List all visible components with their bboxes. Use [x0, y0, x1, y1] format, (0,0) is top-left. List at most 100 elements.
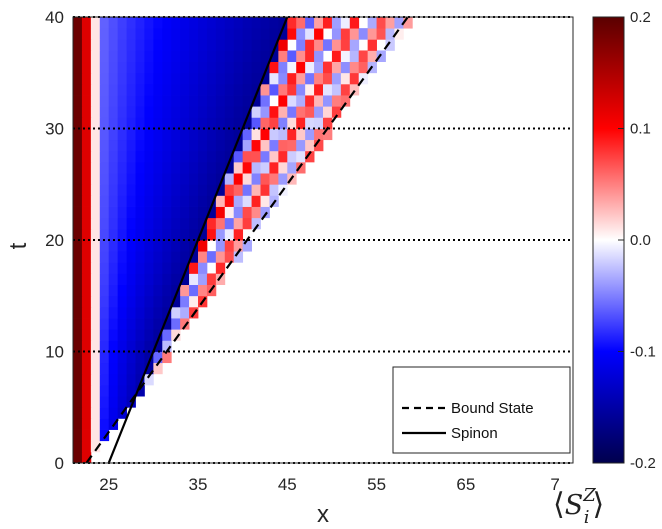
front-lines: [85, 16, 409, 464]
heatmap-cell: [224, 72, 235, 85]
heatmap-cell: [144, 117, 154, 129]
heatmap-cell: [108, 61, 119, 74]
heatmap-cell: [108, 39, 119, 51]
heatmap-cell: [171, 139, 181, 152]
heatmap-cell: [81, 440, 92, 453]
heatmap-cell: [189, 184, 199, 196]
heatmap-cell: [162, 262, 172, 274]
heatmap-cell: [99, 340, 110, 352]
heatmap-cell: [90, 429, 101, 442]
heatmap-cell: [215, 72, 226, 85]
heatmap-cell: [153, 39, 163, 51]
heatmap-cell: [189, 83, 199, 96]
heatmap-cell: [117, 373, 127, 386]
heatmap-cell: [126, 95, 136, 107]
heatmap-cell: [189, 217, 199, 230]
heatmap-cell: [73, 373, 83, 386]
y-tick-label: 30: [45, 120, 64, 139]
heatmap-cell: [251, 217, 261, 230]
heatmap-cell: [90, 262, 101, 274]
heatmap-cell: [162, 206, 172, 219]
heatmap-cell: [198, 240, 208, 252]
heatmap-cell: [269, 72, 279, 85]
heatmap-cell: [108, 351, 119, 364]
heatmap-cell: [162, 295, 172, 308]
heatmap-cell: [135, 351, 145, 364]
y-tick-labels: 0 10 20 30 40: [45, 8, 64, 473]
heatmap-cell: [331, 28, 342, 40]
heatmap-cell: [81, 195, 92, 207]
heatmap-cell: [215, 95, 226, 107]
heatmap-cell: [215, 273, 226, 285]
heatmap-cell: [135, 72, 145, 85]
heatmap-cell: [224, 95, 235, 107]
legend-bound-state-label: Bound State: [451, 400, 534, 417]
heatmap-cell: [215, 228, 226, 241]
heatmap-cell: [233, 128, 244, 141]
heatmap-cell: [180, 318, 190, 330]
heatmap-cell: [162, 28, 172, 40]
heatmap-cell: [287, 61, 297, 74]
y-axis-label: t: [5, 242, 32, 249]
heatmap-cell: [126, 351, 136, 364]
heatmap-cell: [278, 72, 288, 85]
heatmap-cell: [135, 39, 145, 51]
heatmap-cell: [367, 17, 377, 29]
heatmap-cell: [305, 95, 315, 107]
heatmap-cell: [162, 161, 172, 174]
heatmap-cell: [296, 83, 306, 96]
heatmap-cell: [171, 161, 181, 174]
heatmap-cell: [73, 228, 83, 241]
heatmap-cell: [117, 184, 127, 196]
heatmap-cell: [242, 195, 252, 207]
heatmap-cell: [144, 340, 154, 352]
heatmap-cell: [171, 128, 181, 141]
heatmap-cell: [171, 329, 181, 341]
heatmap-cell: [153, 72, 163, 85]
heatmap-cell: [233, 95, 244, 107]
heatmap-cell: [99, 50, 110, 62]
heatmap-cell: [242, 206, 252, 219]
heatmap-cell: [367, 39, 377, 51]
heatmap-cell: [215, 61, 226, 74]
heatmap-cell: [314, 117, 324, 129]
heatmap-cell: [126, 173, 136, 185]
heatmap-cell: [126, 251, 136, 263]
heatmap-cell: [90, 295, 101, 308]
heatmap-cell: [224, 28, 235, 40]
colorbar-tick-label: 0.0: [630, 232, 651, 249]
heatmap-cell: [198, 83, 208, 96]
heatmap-cell: [117, 28, 127, 40]
heatmap-cell: [198, 117, 208, 129]
colorbar-gradient: [592, 16, 625, 464]
heatmap-cell: [99, 39, 110, 51]
heatmap-cell: [287, 161, 297, 174]
heatmap-cell: [81, 28, 92, 40]
heatmap-cell: [323, 128, 333, 141]
heatmap-cell: [403, 17, 413, 29]
heatmap-cell: [117, 217, 127, 230]
heatmap-cell: [99, 195, 110, 207]
heatmap-cell: [117, 17, 127, 29]
heatmap-cell: [349, 83, 360, 96]
heatmap-cell: [99, 206, 110, 219]
heatmap-cell: [73, 273, 83, 285]
heatmap-cell: [358, 28, 369, 40]
heatmap-cell: [117, 83, 127, 96]
heatmap-cell: [117, 117, 127, 129]
heatmap-cell: [180, 17, 190, 29]
heatmap-cell: [296, 106, 306, 118]
heatmap-cell: [340, 61, 351, 74]
heatmap-cell: [251, 17, 261, 29]
heatmap-cell: [90, 440, 101, 453]
heatmap-cell: [90, 139, 101, 152]
heatmap-cell: [171, 262, 181, 274]
heatmap-cell: [180, 306, 190, 319]
heatmap-cell: [323, 72, 333, 85]
heatmap-cell: [73, 106, 83, 118]
heatmap-cell: [323, 95, 333, 107]
heatmap-cell: [287, 83, 297, 96]
heatmap-cell: [108, 373, 119, 386]
heatmap-cell: [340, 95, 351, 107]
heatmap-cell: [81, 17, 92, 29]
